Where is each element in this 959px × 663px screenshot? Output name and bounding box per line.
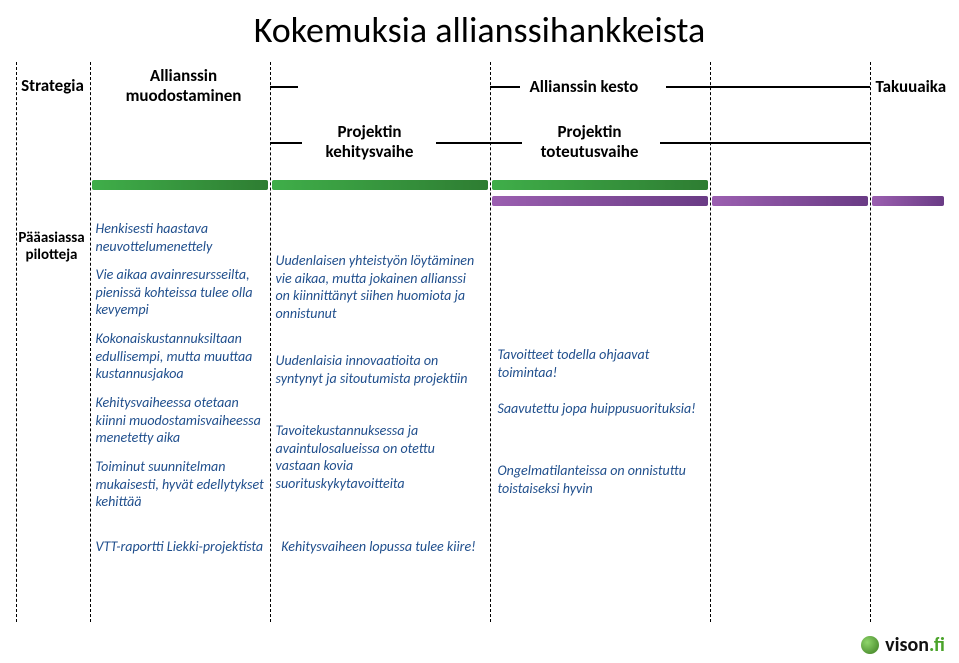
col2-t2: Uudenlaisia innovaatioita on syntynyt ja… bbox=[276, 352, 482, 387]
logo-icon bbox=[861, 636, 879, 654]
leftcol-pilotteja: Pääasiassa pilotteja bbox=[16, 230, 88, 265]
col2-t3: Tavoitekustannuksessa ja avaintulosaluei… bbox=[276, 422, 482, 492]
hrule bbox=[490, 86, 520, 88]
col1-t2: Vie aikaa avainresursseilta, pienissä ko… bbox=[96, 266, 266, 319]
bar-green bbox=[272, 180, 488, 190]
logo-text: vison.fi bbox=[885, 633, 945, 657]
hrule bbox=[660, 142, 710, 144]
col3-t3: Ongelmatilanteissa on onnistuttu toistai… bbox=[498, 462, 698, 497]
vline bbox=[270, 62, 271, 622]
diagram: Strategia Allianssin muodostaminen Allia… bbox=[10, 62, 950, 622]
col2-t4: Kehitysvaiheen lopussa tulee kiire! bbox=[276, 538, 482, 556]
subphase-toteutus: Projektin toteutusvaihe bbox=[530, 122, 650, 161]
logo: vison.fi bbox=[861, 633, 945, 657]
bar-green bbox=[492, 180, 708, 190]
bar-purple bbox=[872, 196, 944, 206]
phase-muodostaminen: Allianssin muodostaminen bbox=[104, 66, 264, 105]
col3-t2: Saavutettu jopa huippusuorituksia! bbox=[498, 400, 698, 418]
bar-green bbox=[92, 180, 268, 190]
page-title: Kokemuksia allianssihankkeista bbox=[0, 0, 959, 62]
bar-purple bbox=[712, 196, 868, 206]
col1-t6: VTT-raportti Liekki-projektista bbox=[96, 538, 266, 556]
phase-strategia: Strategia bbox=[18, 76, 88, 96]
col1-t1: Henkisesti haastava neuvottelumenettely bbox=[96, 220, 266, 255]
bar-purple bbox=[492, 196, 708, 206]
hrule bbox=[436, 142, 490, 144]
col1-t3: Kokonaiskustannuksiltaan edullisempi, mu… bbox=[96, 330, 266, 383]
hrule bbox=[666, 86, 710, 88]
col2-t1: Uudenlaisen yhteistyön löytäminen vie ai… bbox=[276, 252, 482, 322]
phase-kesto: Allianssin kesto bbox=[530, 76, 639, 97]
vline bbox=[16, 62, 17, 622]
hrule bbox=[270, 142, 302, 144]
phase-takuuaika: Takuuaika bbox=[876, 76, 947, 97]
subphase-kehitys: Projektin kehitysvaihe bbox=[310, 122, 430, 161]
vline bbox=[710, 62, 711, 622]
vline bbox=[490, 62, 491, 622]
hrule bbox=[710, 86, 870, 88]
vline bbox=[870, 62, 871, 622]
vline bbox=[90, 62, 91, 622]
hrule bbox=[270, 86, 298, 88]
hrule bbox=[710, 142, 870, 144]
col1-t4: Kehitysvaiheessa otetaan kiinni muodosta… bbox=[96, 394, 266, 447]
hrule bbox=[490, 142, 522, 144]
col3-t1: Tavoitteet todella ohjaavat toimintaa! bbox=[498, 346, 698, 381]
col1-t5: Toiminut suunnitelman mukaisesti, hyvät … bbox=[96, 458, 266, 511]
